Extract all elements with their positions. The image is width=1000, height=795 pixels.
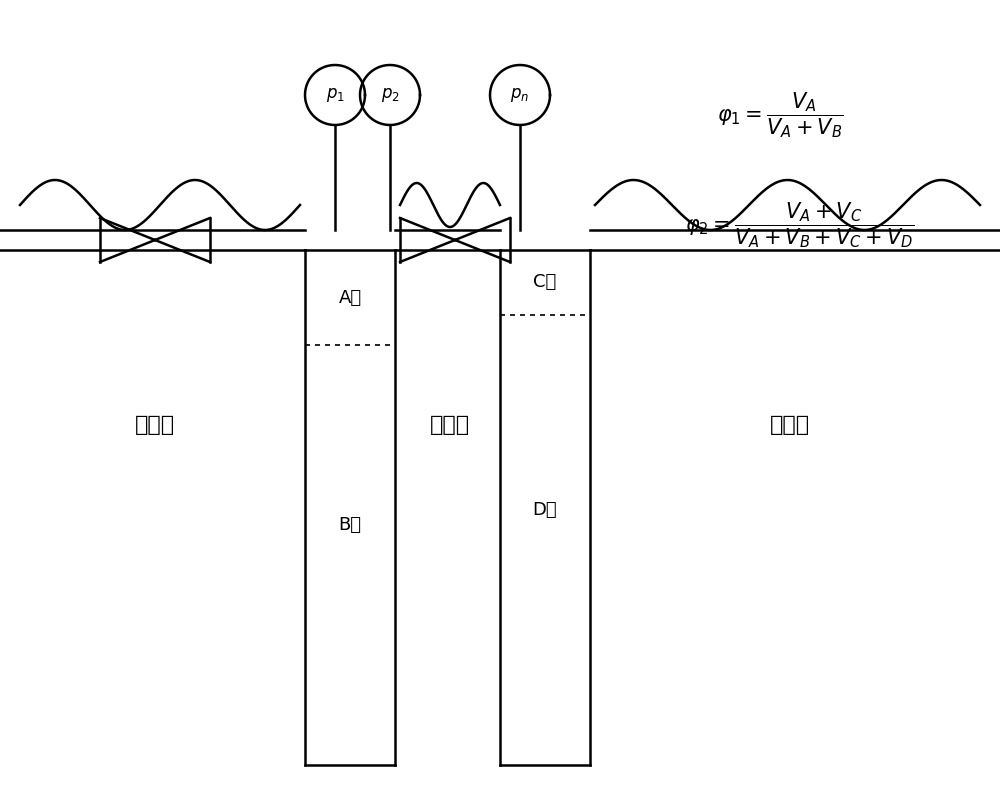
Text: $\varphi_1 = \dfrac{V_A}{V_A + V_B}$: $\varphi_1 = \dfrac{V_A}{V_A + V_B}$ [717, 90, 843, 140]
Text: $p_2$: $p_2$ [381, 86, 399, 104]
Text: 加热区: 加热区 [770, 415, 810, 435]
Text: B区: B区 [338, 516, 362, 534]
Text: C区: C区 [533, 273, 557, 292]
Text: 加热区: 加热区 [430, 415, 470, 435]
Text: D区: D区 [533, 501, 557, 519]
Text: $\varphi_2 = \dfrac{V_A + V_C}{V_A + V_B + V_C + V_D}$: $\varphi_2 = \dfrac{V_A + V_C}{V_A + V_B… [685, 200, 915, 250]
Text: 加热区: 加热区 [135, 415, 175, 435]
Text: $p_1$: $p_1$ [326, 86, 344, 104]
Text: A区: A区 [338, 289, 362, 307]
Text: $p_n$: $p_n$ [510, 86, 530, 104]
